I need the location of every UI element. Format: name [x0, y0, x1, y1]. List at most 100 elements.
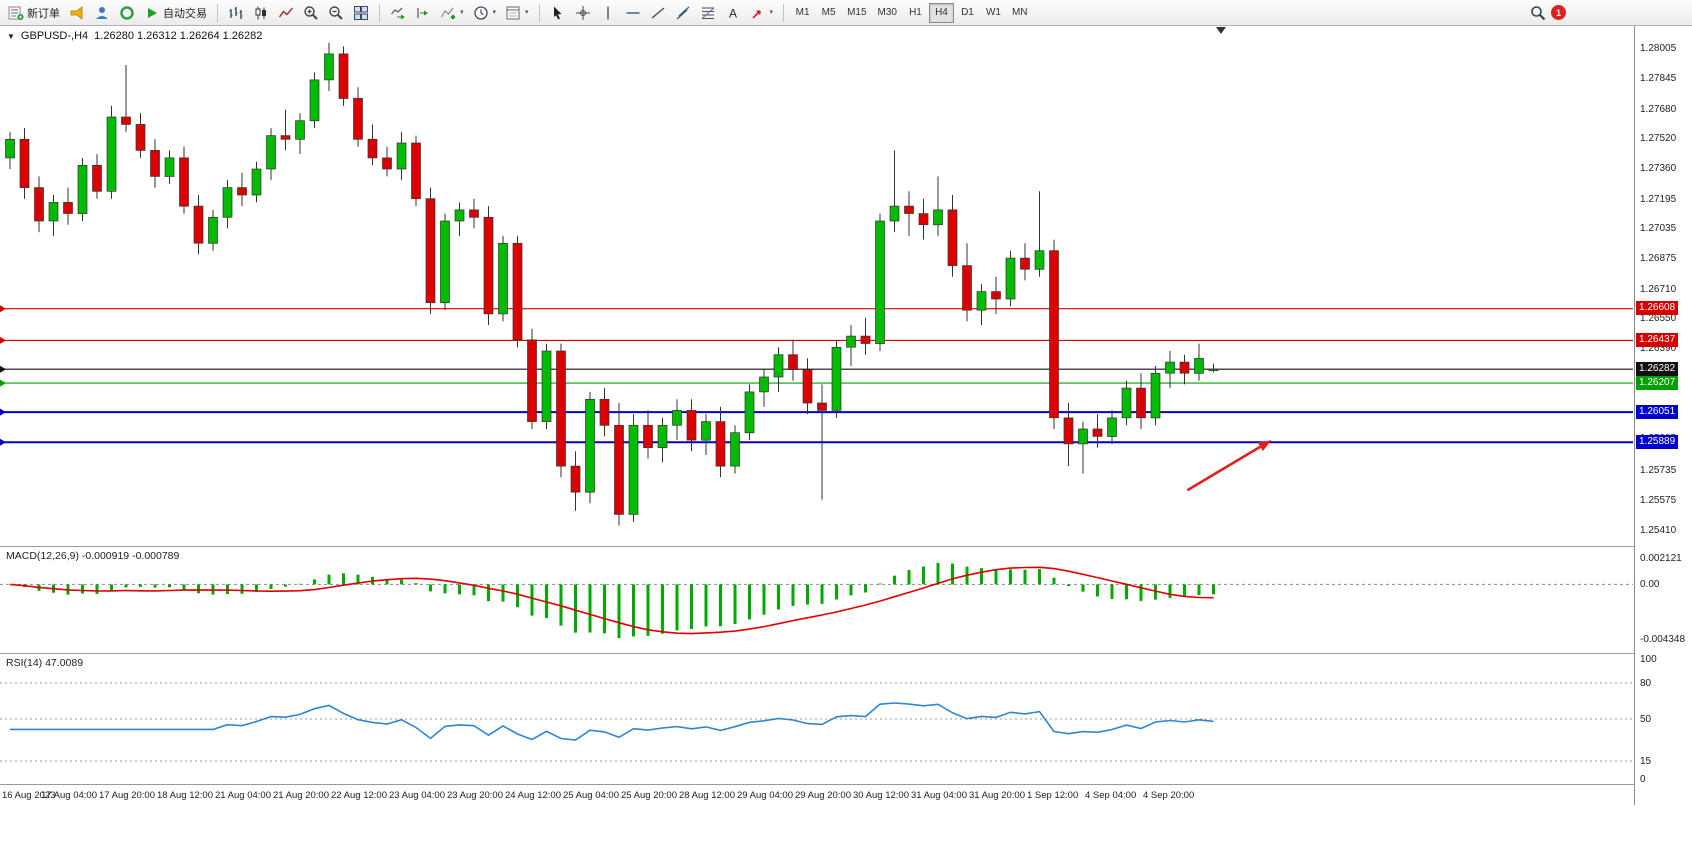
notification-badge[interactable]: 1 — [1551, 5, 1566, 20]
periods-button[interactable]: ▾ — [469, 2, 501, 24]
add-indicator-button[interactable]: ▾ — [436, 2, 468, 24]
time-axis-label: 31 Aug 20:00 — [969, 790, 1025, 801]
price-level-label: 1.25889 — [1636, 434, 1679, 449]
panel-separator[interactable] — [0, 653, 1692, 654]
time-axis-label: 25 Aug 04:00 — [563, 790, 619, 801]
trend-arrow-annotation[interactable] — [1186, 440, 1272, 492]
timeframe-button-m15[interactable]: M15 — [842, 3, 871, 23]
zoom-in-button[interactable] — [299, 2, 323, 24]
rsi-panel[interactable] — [0, 654, 1633, 784]
macd-panel[interactable] — [0, 547, 1633, 653]
chart-header: ▼ GBPUSD-,H4 1.26280 1.26312 1.26264 1.2… — [7, 30, 262, 42]
panel-separator[interactable] — [0, 546, 1692, 547]
fibonacci-tool-button[interactable] — [696, 2, 720, 24]
time-axis-label: 17 Aug 20:00 — [99, 790, 155, 801]
bar-chart-button[interactable] — [224, 2, 248, 24]
price-axis-label: 1.27520 — [1640, 133, 1677, 145]
timeframe-button-d1[interactable]: D1 — [955, 3, 980, 23]
add-indicator-icon — [440, 5, 456, 21]
price-axis-label: 1.26875 — [1640, 253, 1677, 265]
auto-scroll-icon — [390, 5, 406, 21]
horizontal-line-tool-button[interactable] — [621, 2, 645, 24]
time-axis-label: 22 Aug 12:00 — [331, 790, 387, 801]
chart-ohlc-values: 1.26280 1.26312 1.26264 1.26282 — [94, 30, 263, 42]
rsi-indicator-label: RSI(14) 47.0089 — [6, 657, 84, 669]
price-axis-label: 1.27845 — [1640, 72, 1677, 84]
auto-trading-button[interactable]: 自动交易 — [140, 2, 211, 24]
price-axis-label: 1.27360 — [1640, 163, 1677, 174]
chevron-down-icon: ▾ — [769, 9, 774, 16]
cursor-tool-button[interactable] — [546, 2, 570, 24]
play-icon — [144, 5, 160, 21]
timeframe-button-m5[interactable]: M5 — [816, 3, 841, 23]
search-icon — [1530, 5, 1546, 21]
vertical-line-icon — [600, 5, 616, 21]
auto-scroll-button[interactable] — [386, 2, 410, 24]
new-order-button[interactable]: 新订单 — [4, 2, 64, 24]
chevron-down-icon: ▾ — [492, 9, 497, 16]
timeframe-button-m30[interactable]: M30 — [873, 3, 902, 23]
crosshair-icon — [575, 5, 591, 21]
price-axis-label: 1.25735 — [1640, 464, 1677, 476]
timeframe-button-h1[interactable]: H1 — [903, 3, 928, 23]
crosshair-tool-button[interactable] — [571, 2, 595, 24]
zoom-in-icon — [303, 5, 319, 21]
timeframe-button-m1[interactable]: M1 — [790, 3, 815, 23]
zoom-out-button[interactable] — [324, 2, 348, 24]
time-axis-label: 4 Sep 20:00 — [1143, 790, 1195, 801]
symbol-dropdown-icon[interactable]: ▼ — [7, 31, 15, 41]
candlestick-chart-button[interactable] — [249, 2, 273, 24]
arrows-tool-button[interactable]: ▾ — [746, 2, 778, 24]
community-button[interactable] — [115, 2, 139, 24]
chevron-down-icon: ▾ — [525, 9, 529, 16]
price-level-label: 1.26437 — [1636, 332, 1679, 347]
toolbar-separator — [538, 3, 540, 22]
time-axis-label: 23 Aug 20:00 — [447, 790, 503, 801]
arrow-icon — [750, 5, 766, 21]
clock-icon — [473, 5, 489, 21]
time-axis-label: 29 Aug 04:00 — [737, 790, 793, 801]
price-axis-label: 1.27195 — [1640, 193, 1677, 205]
time-axis[interactable]: 16 Aug 2023 17 Aug 04:00 17 Aug 20:00 18 Au… — [0, 785, 1633, 805]
time-axis-label: 25 Aug 20:00 — [621, 790, 677, 801]
tile-windows-icon — [353, 5, 369, 21]
line-chart-button[interactable] — [274, 2, 298, 24]
horn-icon — [69, 5, 85, 21]
rsi-axis-label: 0 — [1640, 774, 1646, 785]
time-axis-label: 23 Aug 04:00 — [389, 790, 445, 801]
cursor-icon — [550, 5, 566, 21]
chart-shift-button[interactable] — [411, 2, 435, 24]
channel-tool-button[interactable] — [671, 2, 695, 24]
new-order-icon — [8, 5, 24, 21]
text-tool-button[interactable]: A — [721, 2, 745, 24]
vertical-line-tool-button[interactable] — [596, 2, 620, 24]
macd-axis-label: 0.00 — [1640, 579, 1660, 591]
macd-axis-label: 0.002121 — [1640, 553, 1682, 564]
alerts-button[interactable] — [65, 2, 89, 24]
templates-button[interactable]: ▾ — [501, 2, 533, 24]
chart-shift-marker[interactable] — [1216, 27, 1226, 34]
price-axis-label: 1.27035 — [1640, 223, 1677, 235]
timeframe-button-h4[interactable]: H4 — [928, 2, 954, 23]
timeframe-button-w1[interactable]: W1 — [981, 3, 1006, 23]
toolbar: 新订单 自动交易 ▾ ▾ ▾ A ▾ M1 M5 M15 M30 H1 H4 D1 W1 MN … — [0, 0, 1692, 26]
trendline-tool-button[interactable] — [646, 2, 670, 24]
price-level-label: 1.26282 — [1636, 361, 1679, 376]
main-price-chart[interactable] — [0, 26, 1633, 546]
time-axis-label: 30 Aug 12:00 — [853, 790, 909, 801]
profile-button[interactable] — [90, 2, 114, 24]
macd-histogram — [23, 563, 1215, 639]
horizontal-level-lines[interactable] — [0, 305, 1633, 446]
search-button[interactable] — [1526, 2, 1550, 24]
new-order-label: 新订单 — [27, 7, 60, 20]
horizontal-line-icon — [625, 5, 641, 21]
price-scale[interactable]: 1.28005 1.27845 1.27680 1.27520 1.27360 1.271… — [1634, 26, 1692, 805]
chevron-down-icon: ▾ — [460, 9, 464, 16]
line-chart-icon — [278, 5, 294, 21]
price-axis-label: 1.27680 — [1640, 103, 1677, 115]
tile-windows-button[interactable] — [349, 2, 373, 24]
timeframe-button-mn[interactable]: MN — [1007, 3, 1033, 23]
svg-text:A: A — [729, 6, 737, 20]
price-level-label: 1.26051 — [1636, 404, 1679, 419]
